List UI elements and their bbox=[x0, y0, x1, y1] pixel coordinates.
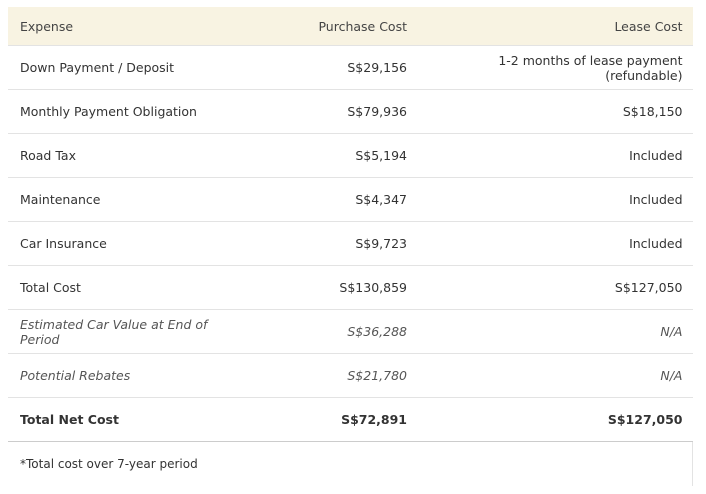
table-cell: N/A bbox=[407, 353, 693, 398]
table-cell: Maintenance bbox=[8, 177, 260, 222]
table-cell: Down Payment / Deposit bbox=[8, 45, 260, 90]
table-row: Total Cost S$130,859 S$127,050 bbox=[8, 265, 693, 310]
table-cell: Total Cost bbox=[8, 265, 260, 310]
table-row: Road Tax S$5,194 Included bbox=[8, 133, 693, 178]
table-row: Total Net Cost S$72,891 S$127,050 bbox=[8, 397, 693, 442]
table-cell: Total Net Cost bbox=[8, 397, 260, 442]
table-cell: Estimated Car Value at End of Period bbox=[8, 309, 260, 354]
table-cell: S$79,936 bbox=[260, 89, 407, 134]
table-row: Down Payment / Deposit S$29,156 1-2 months… bbox=[8, 45, 693, 90]
table-row: Monthly Payment Obligation S$79,936 S$18,1… bbox=[8, 89, 693, 134]
table-cell: 1-2 months of lease payment (refundable) bbox=[407, 45, 693, 90]
column-header: Lease Cost bbox=[407, 7, 693, 46]
table-row: Potential Rebates S$21,780 N/A bbox=[8, 353, 693, 398]
table-cell: S$36,288 bbox=[260, 309, 407, 354]
table-cell: S$4,347 bbox=[260, 177, 407, 222]
footnote-row: *Total cost over 7-year period bbox=[8, 441, 693, 486]
table-row: Estimated Car Value at End of Period S$36… bbox=[8, 309, 693, 354]
table-cell: Included bbox=[407, 177, 693, 222]
table-body: Down Payment / Deposit S$29,156 1-2 months… bbox=[8, 45, 693, 486]
column-header: Expense bbox=[8, 7, 260, 46]
table-cell: N/A bbox=[407, 309, 693, 354]
table-cell: Potential Rebates bbox=[8, 353, 260, 398]
header-row: Expense Purchase Cost Lease Cost bbox=[8, 7, 693, 46]
footnote: *Total cost over 7-year period bbox=[8, 441, 693, 486]
table-cell: S$72,891 bbox=[260, 397, 407, 442]
table-cell: S$5,194 bbox=[260, 133, 407, 178]
column-header: Purchase Cost bbox=[260, 7, 407, 46]
table-cell: Road Tax bbox=[8, 133, 260, 178]
table-cell: Included bbox=[407, 133, 693, 178]
table-cell: Included bbox=[407, 221, 693, 266]
table-cell: Car Insurance bbox=[8, 221, 260, 266]
table-cell: S$29,156 bbox=[260, 45, 407, 90]
table-container: Expense Purchase Cost Lease Cost Down Paym… bbox=[8, 7, 693, 486]
table-cell: S$21,780 bbox=[260, 353, 407, 398]
table-row: Car Insurance S$9,723 Included bbox=[8, 221, 693, 266]
table-row: Maintenance S$4,347 Included bbox=[8, 177, 693, 222]
table-cell: S$9,723 bbox=[260, 221, 407, 266]
table-cell: Monthly Payment Obligation bbox=[8, 89, 260, 134]
table-cell: S$130,859 bbox=[260, 265, 407, 310]
table-cell: S$18,150 bbox=[407, 89, 693, 134]
cost-table: Expense Purchase Cost Lease Cost Down Paym… bbox=[8, 7, 693, 486]
table-cell: S$127,050 bbox=[407, 265, 693, 310]
table-cell: S$127,050 bbox=[407, 397, 693, 442]
